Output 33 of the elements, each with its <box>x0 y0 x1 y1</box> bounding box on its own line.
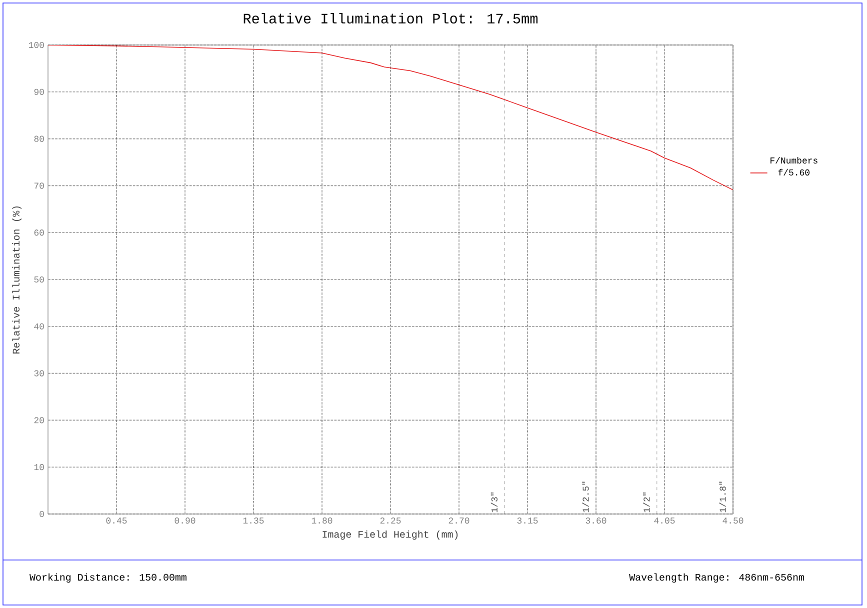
y-tick-label: 20 <box>34 417 44 424</box>
y-axis-title: Relative Illumination (%) <box>12 206 22 354</box>
legend-label: f/5.60 <box>778 168 810 176</box>
x-tick-label: 2.70 <box>448 518 470 524</box>
x-tick-label: 2.25 <box>380 518 401 524</box>
y-tick-label: 30 <box>34 370 44 376</box>
y-tick-label: 40 <box>34 323 44 330</box>
chart-title: Relative Illumination Plot: 17.5mm <box>244 12 538 24</box>
x-tick-label: 1.35 <box>243 518 264 524</box>
annotation: 1/1.8" <box>719 482 726 512</box>
text: Wavelength Range: 486nm-656nm <box>629 573 804 583</box>
y-tick-label: 80 <box>34 136 44 142</box>
x-tick-label: 0.45 <box>106 518 127 524</box>
x-tick-label: 4.05 <box>654 518 675 524</box>
x-tick-label: 1.80 <box>312 518 332 524</box>
x-tick-label: 3.60 <box>586 518 606 524</box>
y-tick-label: 70 <box>34 182 44 189</box>
legend-title: F/Numbers <box>770 156 818 164</box>
annotation: 1/2.5" <box>582 482 589 512</box>
line-series <box>48 44 734 190</box>
x-axis-title: Image Field Height (mm) <box>322 530 458 540</box>
x-tick-label: 4.50 <box>722 518 744 524</box>
annotation: 1/2" <box>643 492 650 512</box>
y-tick-label: 10 <box>34 464 44 470</box>
y-tick-label: 0 <box>40 510 44 518</box>
y-tick-label: 90 <box>34 88 44 95</box>
annotation: 1/3" <box>490 492 498 512</box>
y-tick-label: 100 <box>28 42 44 48</box>
y-tick-label: 60 <box>34 230 44 236</box>
y-tick-label: 50 <box>34 276 44 283</box>
text: Working Distance: 150.00mm <box>30 573 186 583</box>
x-tick-label: 0.90 <box>174 518 196 524</box>
x-tick-label: 3.15 <box>517 518 538 524</box>
